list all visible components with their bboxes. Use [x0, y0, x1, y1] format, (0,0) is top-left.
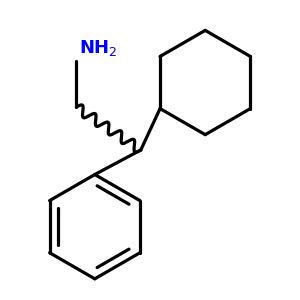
Text: NH$_2$: NH$_2$	[80, 38, 118, 58]
